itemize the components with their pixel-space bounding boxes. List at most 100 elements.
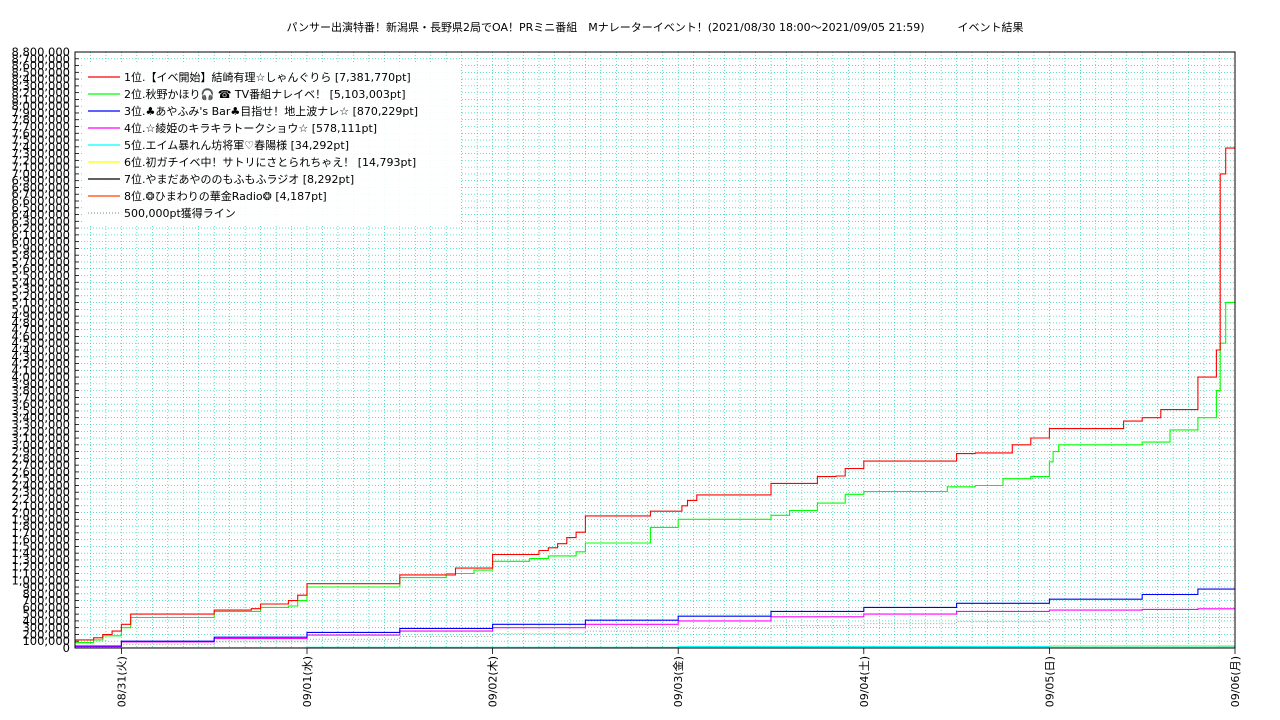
y-tick-label: 7,400,000 <box>11 140 70 154</box>
y-tick-label: 1,700,000 <box>11 526 70 540</box>
legend-label: 5位.エイム暴れん坊将軍♡春陽様 [34,292pt] <box>124 138 349 152</box>
y-tick-label: 6,900,000 <box>11 174 70 188</box>
y-tick-label: 1,900,000 <box>11 512 70 526</box>
y-tick-label: 7,800,000 <box>11 113 70 127</box>
y-tick-label: 7,000,000 <box>11 167 70 181</box>
legend-label: 2位.秋野かほり🎧 ☎ TV番組ナレイベ！ [5,103,003pt] <box>124 87 406 101</box>
y-tick-label: 8,300,000 <box>11 79 70 93</box>
series-line <box>75 147 1235 641</box>
y-tick-label: 6,800,000 <box>11 180 70 194</box>
x-tick-label: 08/31(火) <box>115 656 128 707</box>
y-tick-label: 100,000 <box>22 634 70 648</box>
x-axis-ticks: 08/31(火) 09/01(水) 09/02(木) 09/03(金) 09/04(土)… <box>115 648 1242 707</box>
y-tick-label: 5,500,000 <box>11 269 70 283</box>
y-tick-label: 1,600,000 <box>11 533 70 547</box>
y-tick-label: 6,500,000 <box>11 201 70 215</box>
y-tick-label: 8,400,000 <box>11 72 70 86</box>
y-tick-label: 5,200,000 <box>11 289 70 303</box>
y-tick-label: 3,600,000 <box>11 397 70 411</box>
legend-label: 3位.♣あやふみ's Bar♣目指せ！地上波ナレ☆ [870,229pt] <box>124 104 418 118</box>
y-tick-label: 4,400,000 <box>11 343 70 357</box>
y-tick-label: 4,900,000 <box>11 309 70 323</box>
y-tick-label: 2,700,000 <box>11 458 70 472</box>
y-tick-label: 6,700,000 <box>11 187 70 201</box>
y-tick-label: 2,200,000 <box>11 492 70 506</box>
y-tick-label: 4,300,000 <box>11 350 70 364</box>
y-tick-label: 1,800,000 <box>11 519 70 533</box>
y-tick-label: 200,000 <box>22 627 70 641</box>
legend-label: 4位.☆綾姫のキラキラトークショウ☆ [578,111pt] <box>124 121 377 135</box>
y-tick-label: 3,400,000 <box>11 411 70 425</box>
y-tick-label: 2,900,000 <box>11 445 70 459</box>
y-tick-label: 3,500,000 <box>11 404 70 418</box>
y-tick-label: 8,500,000 <box>11 65 70 79</box>
y-tick-label: 7,300,000 <box>11 147 70 161</box>
y-tick-label: 7,200,000 <box>11 153 70 167</box>
y-tick-label: 8,800,000 <box>11 45 70 59</box>
y-tick-label: 8,700,000 <box>11 52 70 66</box>
y-tick-label: 2,000,000 <box>11 506 70 520</box>
y-tick-label: 2,400,000 <box>11 478 70 492</box>
y-tick-label: 1,100,000 <box>11 567 70 581</box>
y-tick-label: 7,100,000 <box>11 160 70 174</box>
y-tick-label: 1,400,000 <box>11 546 70 560</box>
y-tick-label: 500,000 <box>22 607 70 621</box>
legend-box <box>82 62 460 226</box>
y-tick-label: 5,100,000 <box>11 296 70 310</box>
y-tick-label: 6,100,000 <box>11 228 70 242</box>
y-tick-label: 5,700,000 <box>11 255 70 269</box>
y-tick-label: 7,900,000 <box>11 106 70 120</box>
y-tick-label: 6,000,000 <box>11 235 70 249</box>
y-tick-label: 2,300,000 <box>11 485 70 499</box>
y-tick-label: 1,200,000 <box>11 560 70 574</box>
y-tick-label: 4,100,000 <box>11 363 70 377</box>
y-tick-label: 6,400,000 <box>11 208 70 222</box>
y-tick-label: 5,000,000 <box>11 302 70 316</box>
y-tick-label: 2,100,000 <box>11 499 70 513</box>
series-line <box>75 608 1235 648</box>
y-tick-label: 6,600,000 <box>11 194 70 208</box>
y-tick-label: 1,500,000 <box>11 539 70 553</box>
x-tick-label: 09/05(日) <box>1043 656 1056 707</box>
y-tick-label: 3,200,000 <box>11 424 70 438</box>
legend: 1位.【イベ開始】結崎有理☆しゃんぐりら [7,381,770pt] 2位.秋野か… <box>82 62 460 226</box>
y-tick-label: 900,000 <box>22 580 70 594</box>
y-tick-label: 5,600,000 <box>11 262 70 276</box>
y-axis-ticks: 0100,000200,000300,000400,000500,000600,… <box>11 45 79 655</box>
y-tick-label: 3,900,000 <box>11 377 70 391</box>
y-tick-label: 6,300,000 <box>11 214 70 228</box>
x-tick-label: 09/01(水) <box>301 656 314 707</box>
x-tick-label: 09/02(木) <box>487 656 500 707</box>
y-tick-label: 3,700,000 <box>11 390 70 404</box>
legend-label: 7位.やまだあやののもふもふラジオ [8,292pt] <box>124 172 354 186</box>
y-tick-label: 4,800,000 <box>11 316 70 330</box>
y-tick-label: 6,200,000 <box>11 221 70 235</box>
y-tick-label: 3,800,000 <box>11 384 70 398</box>
y-tick-label: 7,600,000 <box>11 126 70 140</box>
x-tick-label: 09/03(金) <box>671 656 685 707</box>
y-tick-label: 4,000,000 <box>11 370 70 384</box>
y-tick-label: 1,300,000 <box>11 553 70 567</box>
y-tick-label: 0 <box>63 641 70 655</box>
y-tick-label: 1,000,000 <box>11 573 70 587</box>
y-tick-label: 600,000 <box>22 600 70 614</box>
y-tick-label: 8,100,000 <box>11 92 70 106</box>
legend-label: 6位.初ガチイベ中！サトリにさとられちゃえ！ [14,793pt] <box>124 155 416 169</box>
y-tick-label: 5,400,000 <box>11 275 70 289</box>
y-tick-label: 3,100,000 <box>11 431 70 445</box>
y-tick-label: 300,000 <box>22 621 70 635</box>
y-tick-label: 2,600,000 <box>11 465 70 479</box>
y-tick-label: 2,500,000 <box>11 472 70 486</box>
legend-label: 1位.【イベ開始】結崎有理☆しゃんぐりら [7,381,770pt] <box>124 70 411 84</box>
x-tick-label: 09/06(月) <box>1229 656 1242 707</box>
y-tick-label: 5,900,000 <box>11 241 70 255</box>
y-tick-label: 400,000 <box>22 614 70 628</box>
y-tick-label: 5,300,000 <box>11 282 70 296</box>
y-tick-label: 4,600,000 <box>11 329 70 343</box>
legend-label: 8位.❂ひまわりの華金Radio❂ [4,187pt] <box>124 189 327 203</box>
y-tick-label: 800,000 <box>22 587 70 601</box>
y-tick-label: 5,800,000 <box>11 248 70 262</box>
y-tick-label: 3,000,000 <box>11 438 70 452</box>
y-tick-label: 2,800,000 <box>11 451 70 465</box>
